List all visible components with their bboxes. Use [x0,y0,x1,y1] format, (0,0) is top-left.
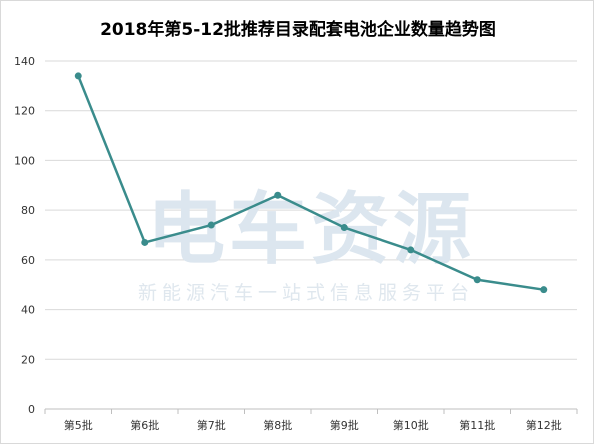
data-point [540,286,548,294]
y-tick-label: 100 [14,154,35,167]
x-tick-label: 第9批 [330,418,359,432]
y-tick-label: 20 [21,353,35,366]
x-tick-label: 第11批 [459,418,495,432]
chart-title: 2018年第5-12批推荐目录配套电池企业数量趋势图 [100,20,496,40]
x-tick-label: 第6批 [130,418,159,432]
y-tick-label: 0 [28,403,35,416]
data-point [141,238,149,246]
data-point [340,224,348,232]
x-tick-label: 第8批 [263,418,292,432]
axes: 0 20 40 60 80 100 120 140 第5批 第6批 第7批 第8批 第9批 第10批 第11… [14,55,578,432]
data-point [207,221,215,229]
y-tick-label: 60 [21,254,35,267]
data-point [74,72,82,80]
data-point [407,246,415,254]
series-line [77,75,544,291]
data-point [473,276,481,284]
x-tick-label: 第7批 [197,418,226,432]
watermark-logo-text: 电车资源 [147,185,475,275]
y-tick-label: 40 [21,304,35,317]
watermark-tagline: 新能源汽车一站式信息服务平台 [138,282,474,304]
x-tick-label: 第12批 [526,418,562,432]
y-tick-label: 120 [14,105,35,118]
y-tick-label: 140 [14,55,35,68]
x-tick-label: 第10批 [393,418,429,432]
x-tick-label: 第5批 [64,418,93,432]
series-layer [74,72,548,294]
watermark: 电车资源 新能源汽车一站式信息服务平台 [138,185,475,304]
data-point [274,191,282,199]
y-tick-label: 80 [21,204,35,217]
